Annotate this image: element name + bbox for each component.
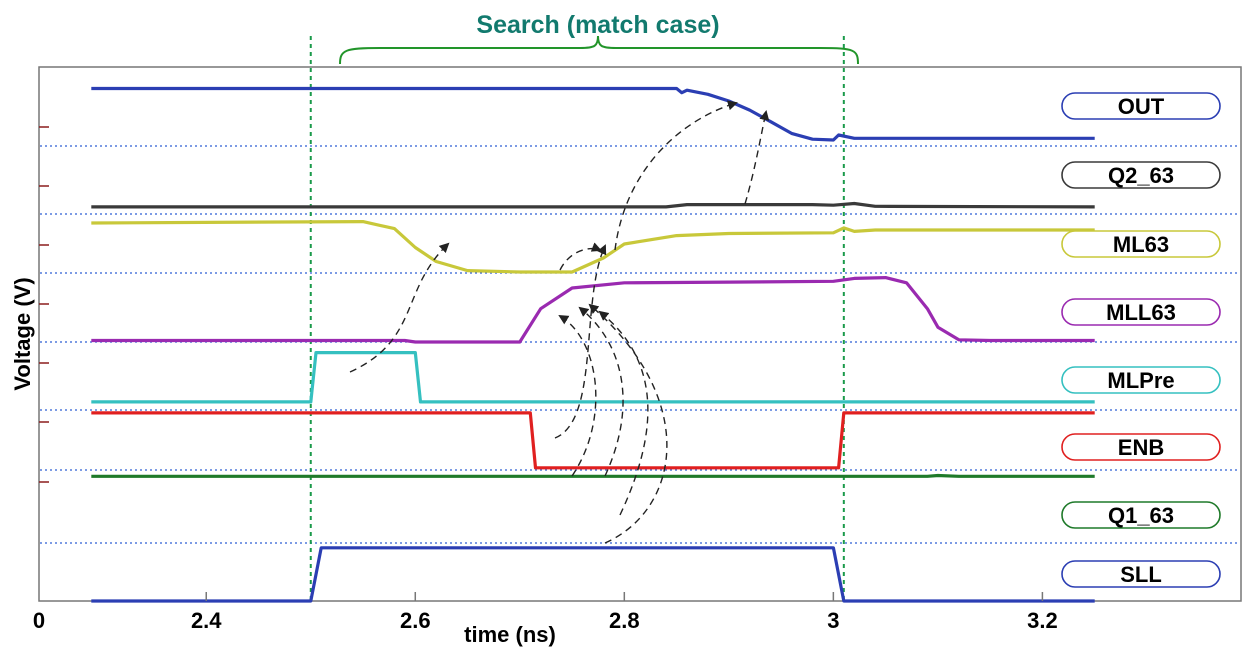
signal-label-q2-63: Q2_63	[1061, 161, 1221, 189]
causality-arrow	[588, 303, 668, 544]
x-axis-ticks: 0 2.4 2.6 2.8 3 3.2	[33, 592, 1058, 633]
series-line-q2-63	[91, 201, 1095, 209]
signal-label-mll63: MLL63	[1061, 298, 1221, 326]
causality-arrow	[558, 314, 597, 477]
signal-labels: OUT Q2_63 ML63 MLL63 MLPre ENB Q1_63 SLL	[1061, 92, 1221, 588]
series-line-ml63	[91, 220, 1095, 274]
search-window-lines	[309, 36, 845, 604]
signal-label-text: ENB	[1118, 435, 1164, 460]
series-line-out	[91, 86, 1095, 142]
causality-arrow	[614, 100, 738, 251]
series-line-mlpre	[91, 351, 1095, 404]
series-line-q1-63	[91, 473, 1095, 478]
plot-frame	[38, 66, 1242, 602]
signal-label-ml63: ML63	[1061, 230, 1221, 258]
x-tick-label: 0	[33, 608, 45, 633]
x-tick-label: 2.6	[400, 608, 431, 633]
signal-label-out: OUT	[1061, 92, 1221, 120]
x-axis-title: time (ns)	[464, 622, 556, 647]
series-line-enb	[91, 411, 1095, 470]
signal-label-text: SLL	[1120, 562, 1162, 587]
signal-label-text: MLL63	[1106, 300, 1176, 325]
series-line-sll	[91, 546, 1095, 603]
x-tick-label: 2.8	[609, 608, 640, 633]
causality-arrow	[554, 244, 607, 439]
signal-label-text: MLPre	[1107, 368, 1174, 393]
causality-arrow	[598, 310, 649, 516]
signal-label-text: Q1_63	[1108, 503, 1174, 528]
signal-label-text: ML63	[1113, 232, 1169, 257]
causality-arrows	[349, 100, 770, 544]
signal-label-enb: ENB	[1061, 433, 1221, 461]
causality-arrow	[559, 242, 602, 271]
x-tick-label: 3.2	[1027, 608, 1058, 633]
chart-title: Search (match case)	[476, 11, 719, 39]
signal-label-mlpre: MLPre	[1061, 366, 1221, 394]
causality-arrow	[349, 242, 450, 373]
signal-label-text: Q2_63	[1108, 163, 1174, 188]
signal-label-q1-63: Q1_63	[1061, 501, 1221, 529]
causality-arrow	[578, 306, 624, 477]
x-tick-label: 3	[827, 608, 839, 633]
y-axis-title: Voltage (V)	[10, 277, 35, 390]
search-window-brace	[339, 35, 859, 65]
y-tick-marks	[39, 126, 49, 483]
x-tick-label: 2.4	[191, 608, 222, 633]
signal-label-sll: SLL	[1061, 560, 1221, 588]
signal-label-text: OUT	[1118, 94, 1165, 119]
series-line-mll63	[91, 276, 1095, 344]
causality-arrow	[744, 110, 770, 205]
signal-traces	[91, 86, 1095, 603]
